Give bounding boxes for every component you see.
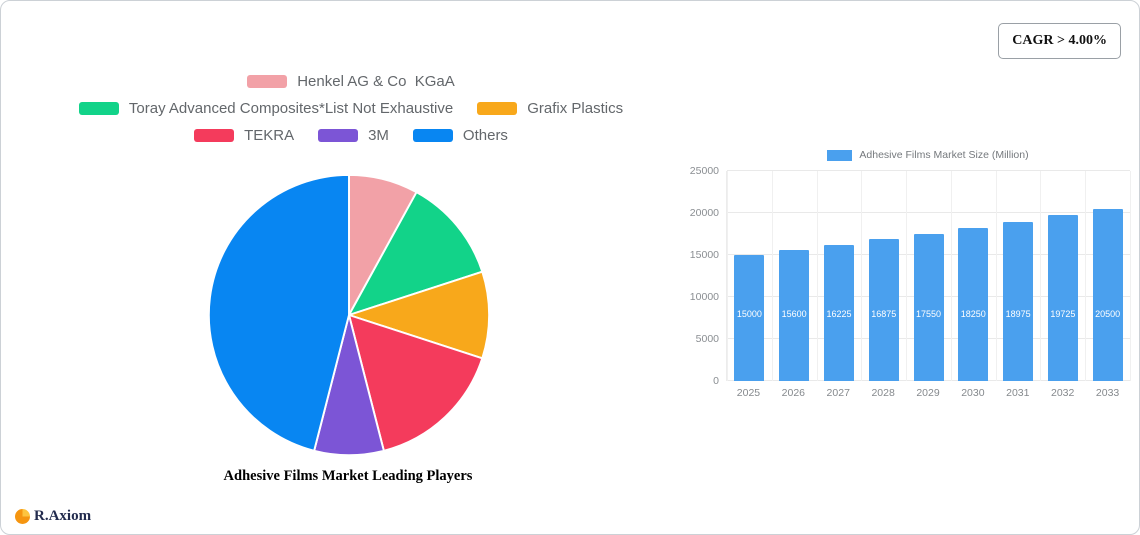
bar-2028[interactable]: 16875 (868, 239, 899, 381)
y-tick-label: 20000 (689, 207, 719, 219)
legend-swatch-henkel (247, 75, 288, 88)
y-tick-label: 5000 (695, 333, 719, 345)
bar-legend-swatch (827, 149, 853, 161)
bar-2029[interactable]: 17550 (913, 233, 944, 381)
bar-chart-plot-area: 15000 15600 16225 16875 17550 18250 18975 19725… (726, 170, 1131, 381)
legend-label-grafix: Grafix Plastics (527, 100, 624, 117)
bar-slot-2026: 15600 (772, 171, 817, 381)
gridline-horizontal (727, 212, 1130, 213)
gridline-vertical (1130, 171, 1131, 381)
x-tick-label: 2032 (1051, 387, 1075, 399)
bar-value-label: 18975 (1005, 309, 1031, 319)
gridline-vertical (816, 171, 818, 381)
bar-value-label: 16225 (826, 309, 852, 319)
y-tick-label: 25000 (689, 165, 719, 177)
cagr-badge: CAGR > 4.00% (998, 23, 1121, 59)
brand-logo-text: R.Axiom (34, 508, 92, 524)
bars-container: 15000 15600 16225 16875 17550 18250 18975 19725… (727, 171, 1130, 381)
bar-value-label: 15000 (736, 309, 762, 319)
bar-2031[interactable]: 18975 (1003, 221, 1034, 381)
gridline-vertical (995, 171, 997, 381)
x-tick-label: 2025 (736, 387, 761, 399)
gridline-vertical (906, 171, 908, 381)
bar-value-label: 18250 (960, 309, 986, 319)
gridline-vertical (771, 171, 773, 381)
x-tick-label: 2028 (871, 387, 895, 399)
bar-value-label: 15600 (781, 309, 807, 319)
pie-slice-5[interactable] (207, 173, 350, 452)
bar-slot-2031: 18975 (996, 171, 1041, 381)
legend-swatch-grafix (477, 102, 518, 115)
pie-legend: Henkel AG & Co KGaA Toray Advanced Compo… (51, 73, 651, 144)
legend-item-henkel[interactable]: Henkel AG & Co KGaA (247, 73, 455, 90)
gridline-vertical (861, 171, 863, 381)
pie-chart-title: Adhesive Films Market Leading Players (223, 468, 473, 484)
bar-2033[interactable]: 20500 (1092, 208, 1123, 381)
y-tick-label: 10000 (689, 291, 719, 303)
legend-label-tekra: TEKRA (244, 127, 295, 144)
legend-label-3m: 3M (368, 127, 389, 144)
brand-logo: R.Axiom (15, 508, 91, 525)
pie-chart (207, 173, 491, 457)
x-tick-label: 2030 (961, 387, 985, 399)
bar-slot-2033: 20500 (1085, 171, 1130, 381)
bar-legend-label: Adhesive Films Market Size (Million) (859, 149, 1029, 161)
pie-slice-1[interactable] (346, 190, 484, 317)
y-tick-label: 0 (713, 375, 719, 387)
gridline-vertical (1085, 171, 1087, 381)
bar-chart-x-axis: 2025 2026 2027 2028 2029 2030 2031 2032 2033 (726, 387, 1130, 399)
y-tick-label: 15000 (689, 249, 719, 261)
bar-2026[interactable]: 15600 (779, 249, 810, 381)
legend-label-henkel: Henkel AG & Co KGaA (297, 73, 455, 90)
bar-slot-2029: 17550 (906, 171, 951, 381)
bar-slot-2025: 15000 (727, 171, 772, 381)
pie-slice-2[interactable] (345, 270, 491, 360)
legend-swatch-toray (78, 102, 119, 115)
bar-value-label: 19725 (1050, 309, 1076, 319)
x-tick-label: 2033 (1095, 387, 1120, 399)
bar-value-label: 17550 (916, 309, 942, 319)
gridline-vertical (1040, 171, 1042, 381)
brand-logo-icon (15, 509, 30, 524)
legend-label-others: Others (462, 127, 508, 144)
x-tick-label: 2031 (1006, 387, 1030, 399)
legend-label-toray: Toray Advanced Composites*List Not Exhau… (128, 100, 454, 117)
legend-swatch-others (412, 129, 453, 142)
x-tick-label: 2027 (826, 387, 850, 399)
gridline-vertical (950, 171, 952, 381)
legend-item-grafix[interactable]: Grafix Plastics (477, 100, 623, 117)
bar-value-label: 16875 (871, 309, 897, 319)
bar-slot-2028: 16875 (861, 171, 906, 381)
legend-swatch-3m (318, 129, 359, 142)
gridline-vertical (727, 171, 728, 381)
bar-2030[interactable]: 18250 (958, 227, 989, 381)
legend-item-tekra[interactable]: TEKRA (194, 127, 294, 144)
legend-item-others[interactable]: Others (412, 127, 508, 144)
x-tick-label: 2026 (781, 387, 806, 399)
bar-value-label: 20500 (1095, 309, 1121, 319)
bar-2025[interactable]: 15000 (734, 255, 765, 381)
pie-slice-3[interactable] (347, 313, 484, 452)
x-tick-label: 2029 (916, 387, 940, 399)
bar-slot-2027: 16225 (817, 171, 862, 381)
bar-chart-y-axis: 0 5000 10000 15000 20000 25000 (673, 165, 719, 387)
legend-item-toray[interactable]: Toray Advanced Composites*List Not Exhau… (78, 100, 454, 117)
gridline-horizontal (727, 170, 1130, 171)
legend-swatch-tekra (194, 129, 235, 142)
bar-2032[interactable]: 19725 (1047, 215, 1078, 381)
legend-item-3m[interactable]: 3M (318, 127, 389, 144)
bar-slot-2032: 19725 (1040, 171, 1085, 381)
cagr-badge-text: CAGR > 4.00% (1012, 33, 1107, 48)
bar-2027[interactable]: 16225 (823, 244, 854, 381)
bar-slot-2030: 18250 (951, 171, 996, 381)
bar-chart-legend[interactable]: Adhesive Films Market Size (Million) (726, 149, 1130, 161)
